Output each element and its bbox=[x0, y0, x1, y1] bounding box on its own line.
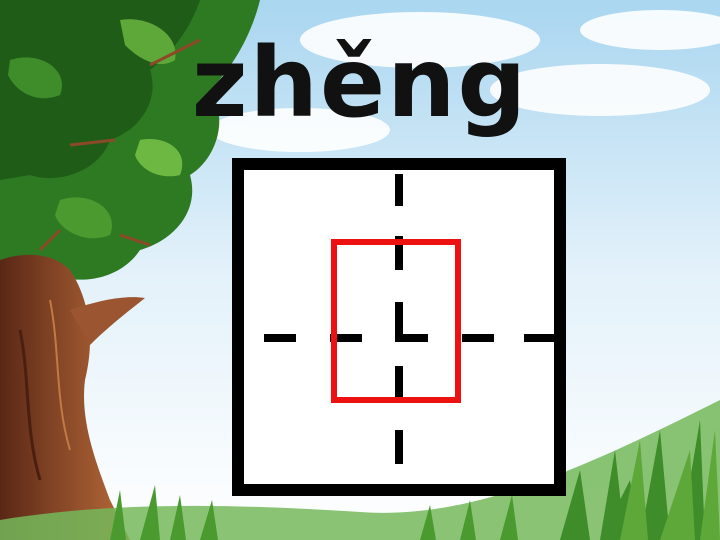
tree-canopy bbox=[0, 0, 260, 290]
grid-border bbox=[232, 158, 566, 496]
tree-branches bbox=[38, 38, 201, 252]
clouds bbox=[210, 10, 720, 152]
highlight-box bbox=[331, 239, 461, 403]
tree-trunk bbox=[0, 254, 145, 540]
grass bbox=[0, 400, 720, 540]
pinyin-label: zhěng bbox=[191, 27, 529, 139]
tianzi-writing-grid bbox=[232, 158, 566, 496]
